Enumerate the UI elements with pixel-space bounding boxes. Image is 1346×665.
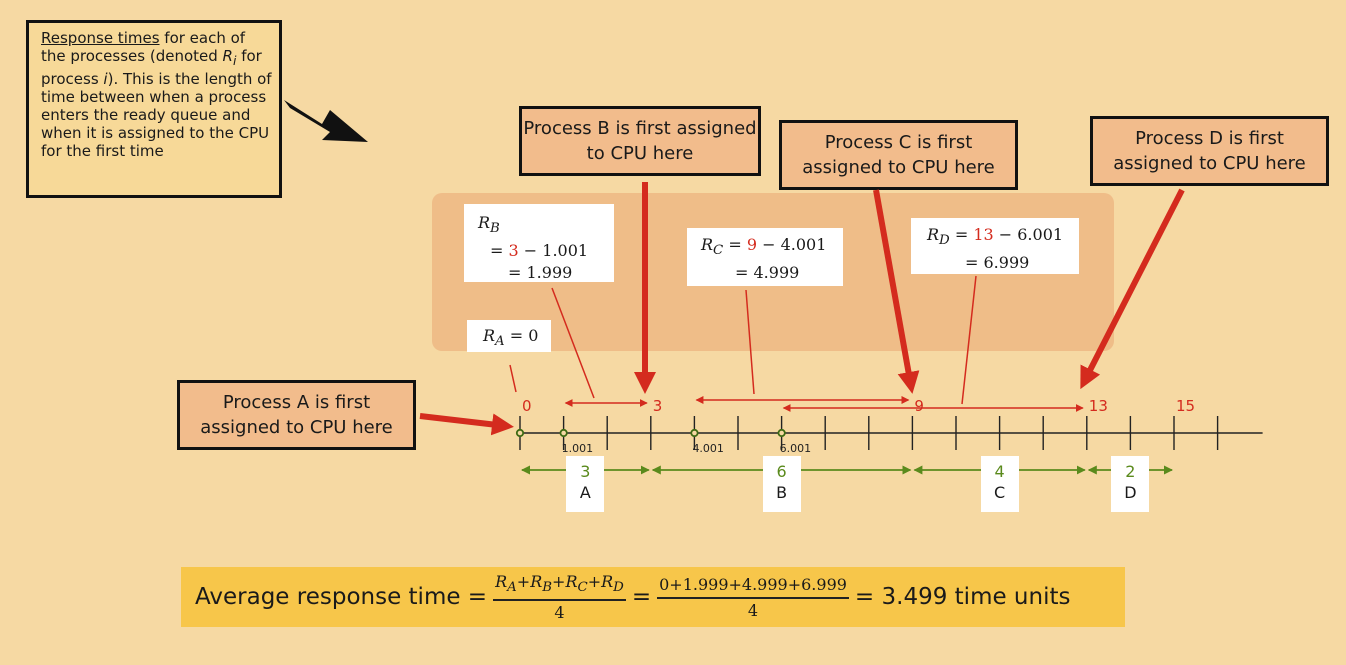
- callout-c-arrow: [873, 189, 920, 394]
- arrival-label: 1.001: [562, 442, 594, 455]
- definition-note: Response times for each of the processes…: [26, 20, 282, 198]
- time-label: 0: [522, 397, 532, 415]
- rb-leader: [551, 287, 595, 399]
- average-numeric-fraction: 0+1.999+4.999+6.999 4: [657, 575, 849, 620]
- callout-process-c: Process C is first assigned to CPU here: [779, 120, 1018, 190]
- arrival-marker: [559, 428, 568, 438]
- numeric-numerator: 0+1.999+4.999+6.999: [657, 575, 849, 599]
- formula-ra: RA = 0: [467, 320, 551, 352]
- note-var-sub: i: [232, 53, 237, 68]
- symbolic-numerator: RA+RB+RC+RD: [493, 572, 626, 601]
- rc-start: 9: [746, 235, 758, 254]
- symbolic-denominator: 4: [554, 602, 565, 622]
- rb-start: 3: [508, 241, 519, 261]
- rc-sub: C: [713, 243, 724, 259]
- average-symbolic-fraction: RA+RB+RC+RD 4: [493, 572, 626, 622]
- callout-b-text: Process B is first assigned to CPU here: [523, 118, 757, 164]
- burst-process: B: [776, 483, 788, 502]
- callout-process-b: Process B is first assigned to CPU here: [519, 106, 761, 176]
- ra-sub: A: [495, 334, 505, 350]
- callout-d-text: Process D is first assigned to CPU here: [1113, 128, 1306, 174]
- note-var: R: [222, 47, 233, 65]
- callout-process-a: Process A is first assigned to CPU here: [177, 380, 416, 450]
- rc-eq: =: [723, 235, 747, 254]
- callout-a-text: Process A is first assigned to CPU here: [200, 392, 393, 438]
- callout-a-arrow: [419, 413, 514, 436]
- ra-text: = 0: [504, 326, 539, 345]
- arrival-label: 6.001: [780, 442, 812, 455]
- note-var-proc: i: [103, 70, 108, 88]
- callout-process-d: Process D is first assigned to CPU here: [1090, 116, 1329, 186]
- arrival-marker: [515, 428, 525, 438]
- note-text: for process: [41, 47, 262, 88]
- arrival-marker: [777, 428, 786, 438]
- rb-eq: =: [490, 241, 509, 261]
- rc-result: = 4.999: [735, 263, 800, 283]
- rd-result: = 6.999: [965, 253, 1030, 273]
- time-label: 15: [1176, 397, 1195, 415]
- rd-rest: − 6.001: [993, 225, 1064, 244]
- burst-duration: 2: [1125, 462, 1136, 481]
- rd-eq: =: [949, 225, 974, 244]
- arrival-marker: [690, 428, 699, 438]
- burst-duration: 3: [580, 462, 591, 481]
- burst-process: A: [579, 483, 591, 502]
- time-label: 9: [914, 397, 924, 415]
- pointer-arrow-icon: [284, 100, 368, 142]
- formula-rb: RB = 3 − 1.001 = 1.999: [464, 204, 614, 282]
- rb-result: = 1.999: [508, 263, 573, 283]
- note-text: for each of the processes (denoted: [41, 29, 246, 65]
- arrival-label: 4.001: [692, 442, 724, 455]
- numeric-denominator: 4: [747, 600, 759, 620]
- formula-rc: RC = 9 − 4.001 = 4.999: [687, 228, 843, 286]
- rb-sub: B: [490, 221, 500, 237]
- rc-leader: [745, 289, 755, 395]
- ra-leader: [509, 364, 517, 393]
- rd-sub: D: [939, 233, 950, 249]
- note-text: ). This is the length of time between wh…: [41, 70, 272, 160]
- average-label: Average response time =: [195, 584, 488, 610]
- burst-duration: 6: [776, 462, 787, 481]
- burst-duration: 4: [994, 462, 1005, 481]
- rd-start: 13: [973, 225, 994, 244]
- burst-process: C: [994, 483, 1006, 502]
- average-bar: Average response time = RA+RB+RC+RD 4 = …: [181, 567, 1125, 627]
- time-label: 3: [653, 397, 663, 415]
- note-underlined-term: Response times: [41, 29, 160, 47]
- time-label: 13: [1089, 397, 1108, 415]
- callout-c-text: Process C is first assigned to CPU here: [802, 132, 995, 178]
- average-eq: =: [631, 584, 652, 610]
- rc-rest: − 4.001: [757, 235, 827, 254]
- burst-process: D: [1124, 483, 1137, 502]
- rd-leader: [961, 275, 977, 405]
- callout-d-arrow: [1080, 188, 1185, 390]
- formula-rd: RD = 13 − 6.001 = 6.999: [911, 218, 1079, 274]
- average-result: = 3.499 time units: [854, 584, 1071, 610]
- rb-rest: − 1.001: [518, 241, 589, 261]
